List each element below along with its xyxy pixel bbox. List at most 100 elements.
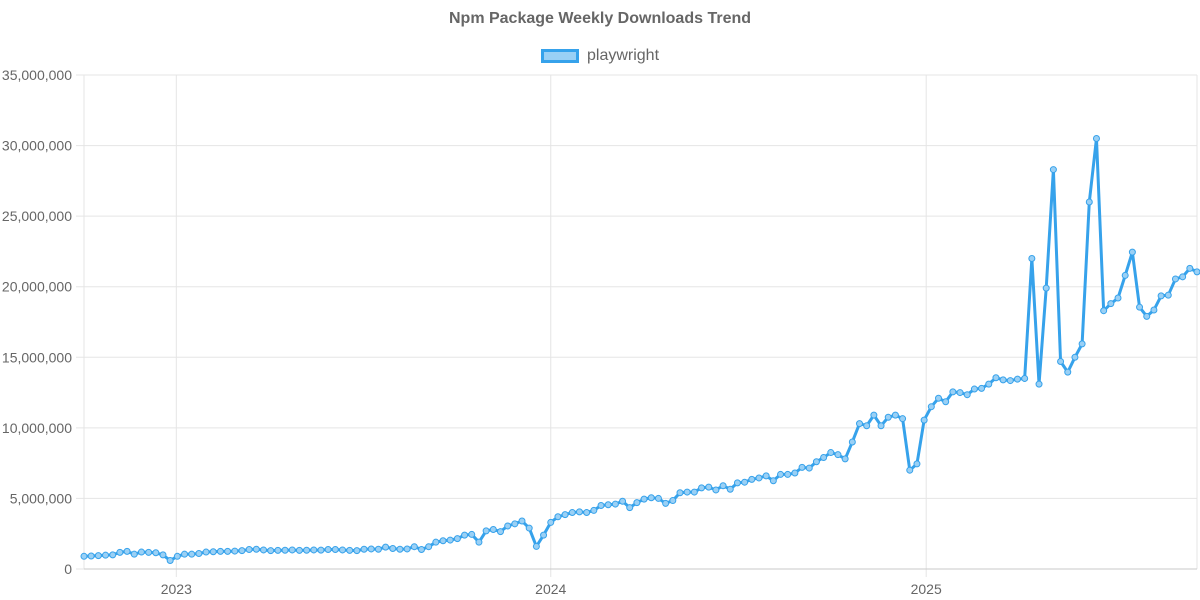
data-point[interactable] (482, 527, 490, 535)
data-point[interactable] (791, 469, 799, 477)
data-point[interactable] (755, 474, 763, 482)
data-point[interactable] (202, 548, 210, 556)
data-point[interactable] (920, 416, 928, 424)
data-point[interactable] (317, 546, 325, 554)
data-point[interactable] (741, 478, 749, 486)
data-point[interactable] (561, 511, 569, 519)
data-point[interactable] (733, 479, 741, 487)
data-point[interactable] (439, 537, 447, 545)
data-point[interactable] (403, 545, 411, 553)
data-point[interactable] (712, 486, 720, 494)
data-point[interactable] (102, 551, 110, 559)
data-point[interactable] (1064, 368, 1072, 376)
data-point[interactable] (274, 546, 282, 554)
data-point[interactable] (626, 504, 634, 512)
data-point[interactable] (1114, 294, 1122, 302)
data-point[interactable] (1186, 264, 1194, 272)
data-point[interactable] (324, 546, 332, 554)
data-point[interactable] (310, 546, 318, 554)
data-point[interactable] (726, 485, 734, 493)
data-point[interactable] (978, 384, 986, 392)
data-point[interactable] (1071, 353, 1079, 361)
data-point[interactable] (288, 546, 296, 554)
data-point[interactable] (877, 422, 885, 430)
data-point[interactable] (80, 552, 88, 560)
data-point[interactable] (985, 380, 993, 388)
data-point[interactable] (683, 488, 691, 496)
data-point[interactable] (949, 388, 957, 396)
data-point[interactable] (935, 394, 942, 402)
data-point[interactable] (1143, 312, 1151, 320)
data-point[interactable] (238, 547, 246, 555)
data-point[interactable] (87, 552, 95, 560)
data-point[interactable] (374, 545, 382, 553)
data-point[interactable] (389, 545, 397, 553)
data-point[interactable] (152, 549, 160, 557)
data-point[interactable] (604, 501, 612, 509)
data-point[interactable] (137, 548, 145, 556)
data-point[interactable] (116, 548, 124, 556)
data-point[interactable] (123, 547, 131, 555)
data-point[interactable] (913, 460, 921, 468)
data-point[interactable] (575, 508, 583, 516)
data-point[interactable] (446, 536, 454, 544)
data-point[interactable] (1107, 300, 1115, 308)
data-point[interactable] (453, 535, 461, 543)
data-point[interactable] (417, 546, 425, 554)
data-point[interactable] (669, 497, 677, 505)
data-point[interactable] (496, 528, 504, 536)
data-point[interactable] (590, 506, 598, 514)
data-point[interactable] (209, 548, 217, 556)
data-point[interactable] (633, 499, 641, 507)
data-point[interactable] (1171, 275, 1179, 283)
data-point[interactable] (856, 420, 864, 428)
data-point[interactable] (927, 403, 935, 411)
data-point[interactable] (1049, 166, 1057, 174)
data-point[interactable] (748, 475, 756, 483)
data-point[interactable] (676, 489, 684, 497)
data-point[interactable] (812, 458, 820, 466)
data-point[interactable] (468, 530, 476, 538)
data-point[interactable] (1028, 254, 1036, 262)
data-point[interactable] (956, 389, 964, 397)
data-point[interactable] (654, 494, 662, 502)
data-point[interactable] (1042, 284, 1050, 292)
data-point[interactable] (432, 538, 440, 546)
data-point[interactable] (1085, 198, 1093, 206)
data-point[interactable] (805, 464, 813, 472)
data-point[interactable] (784, 470, 792, 478)
data-point[interactable] (245, 546, 253, 554)
data-point[interactable] (899, 415, 907, 423)
data-point[interactable] (252, 545, 260, 553)
data-point[interactable] (224, 547, 232, 555)
data-point[interactable] (719, 482, 727, 490)
data-point[interactable] (518, 517, 526, 525)
data-point[interactable] (891, 411, 899, 419)
data-point[interactable] (690, 488, 698, 496)
data-point[interactable] (820, 454, 828, 461)
data-point[interactable] (698, 484, 706, 492)
data-point[interactable] (410, 543, 418, 551)
data-point[interactable] (188, 550, 196, 558)
data-point[interactable] (231, 547, 239, 555)
data-point[interactable] (640, 495, 648, 503)
data-point[interactable] (1021, 374, 1029, 382)
data-point[interactable] (870, 411, 878, 419)
data-point[interactable] (353, 547, 361, 555)
data-point[interactable] (532, 542, 540, 550)
data-point[interactable] (1057, 358, 1065, 366)
data-point[interactable] (94, 552, 102, 560)
data-point[interactable] (992, 374, 1000, 382)
data-point[interactable] (425, 543, 433, 551)
data-point[interactable] (841, 455, 849, 463)
data-point[interactable] (611, 500, 619, 508)
data-point[interactable] (396, 545, 404, 553)
data-point[interactable] (267, 547, 275, 555)
data-point[interactable] (863, 422, 871, 430)
data-point[interactable] (1092, 135, 1100, 143)
data-point[interactable] (906, 466, 914, 474)
data-point[interactable] (145, 548, 153, 556)
data-point[interactable] (346, 546, 354, 554)
data-point[interactable] (504, 522, 512, 530)
data-point[interactable] (367, 545, 375, 553)
